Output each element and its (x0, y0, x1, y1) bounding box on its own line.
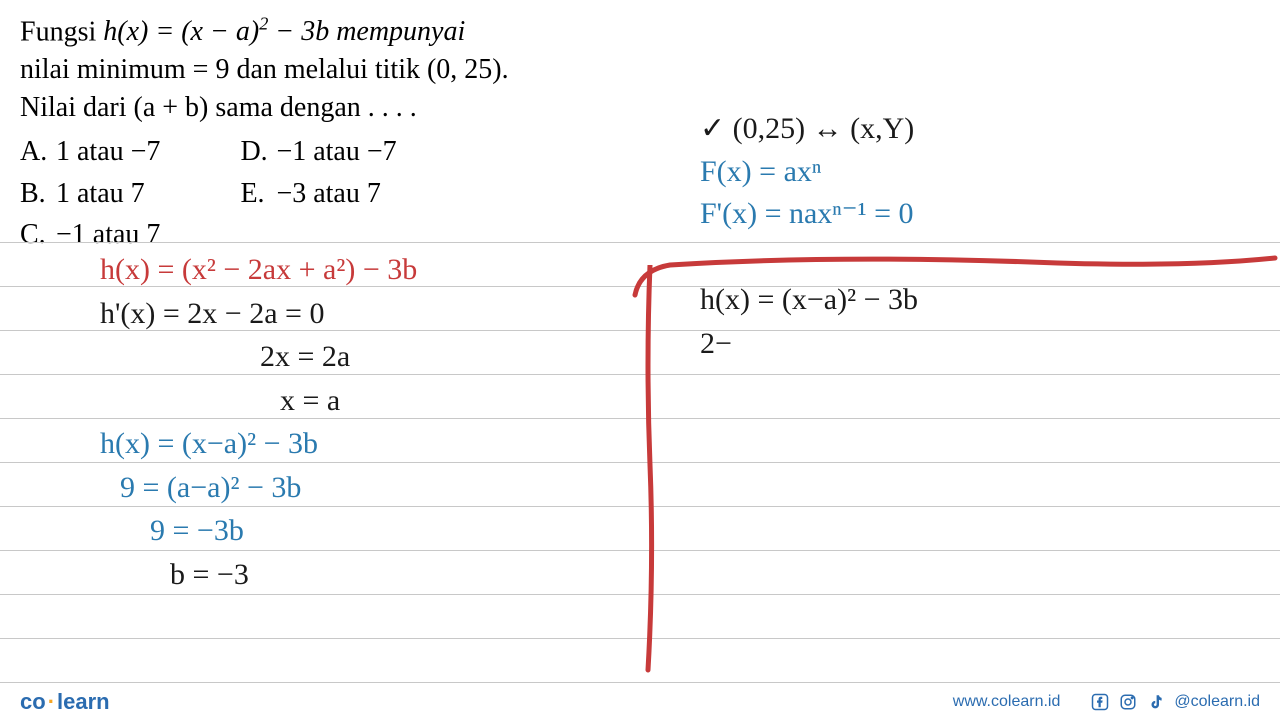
footer-handle: @colearn.id (1174, 693, 1260, 711)
handwriting-line: F(x) = axⁿ (700, 151, 914, 194)
logo: co·learn (20, 689, 110, 715)
options-col-1: A.1 atau −7 B.1 atau 7 C.−1 atau 7 (20, 133, 160, 254)
handwriting-line: h(x) = (x² − 2ax + a²) − 3b (100, 248, 417, 292)
problem-block: Fungsi h(x) = (x − a)2 − 3b mempunyai ni… (0, 0, 1280, 254)
footer-right: www.colearn.id @colearn.id (953, 692, 1260, 712)
handwriting-line: h'(x) = 2x − 2a = 0 (100, 292, 417, 336)
footer-url: www.colearn.id (953, 693, 1061, 711)
handwriting-line: 9 = (a−a)² − 3b (100, 466, 417, 510)
option-a: A.1 atau −7 (20, 133, 160, 171)
social-icons: @colearn.id (1090, 692, 1260, 712)
problem-line-3: Nilai dari (a + b) sama dengan . . . . (20, 89, 1260, 127)
handwriting-line: x = a (100, 379, 417, 423)
logo-learn: learn (57, 689, 110, 714)
options-col-2: D.−1 atau −7 E.−3 atau 7 (240, 133, 396, 254)
handwriting-line: 2x = 2a (100, 335, 417, 379)
handwriting-right-mid: h(x) = (x−a)² − 3b2− (700, 278, 918, 365)
handwriting-line: F'(x) = naxⁿ⁻¹ = 0 (700, 193, 914, 236)
sup: 2 (259, 14, 268, 34)
option-text: 1 atau −7 (56, 136, 160, 167)
handwriting-line: ✓ (0,25) ↔ (x,Y) (700, 108, 914, 151)
logo-dot: · (46, 689, 57, 714)
option-text: −1 atau −7 (276, 136, 396, 167)
problem-line-1: Fungsi h(x) = (x − a)2 − 3b mempunyai (20, 12, 1260, 51)
option-text: 1 atau 7 (56, 178, 145, 209)
option-e: E.−3 atau 7 (240, 175, 396, 213)
instagram-icon (1118, 692, 1138, 712)
handwriting-line: b = −3 (100, 553, 417, 597)
handwriting-line: 2− (700, 322, 918, 366)
handwriting-right-top: ✓ (0,25) ↔ (x,Y)F(x) = axⁿF'(x) = naxⁿ⁻¹… (700, 108, 914, 236)
handwriting-line: h(x) = (x−a)² − 3b (100, 422, 417, 466)
tiktok-icon (1146, 692, 1166, 712)
option-b: B.1 atau 7 (20, 175, 160, 213)
text: h(x) = (x − a) (103, 16, 259, 47)
handwriting-left: h(x) = (x² − 2ax + a²) − 3bh'(x) = 2x − … (100, 248, 417, 596)
handwriting-line: 9 = −3b (100, 509, 417, 553)
text: − 3b mempunyai (268, 16, 465, 47)
option-d: D.−1 atau −7 (240, 133, 396, 171)
problem-line-2: nilai minimum = 9 dan melalui titik (0, … (20, 51, 1260, 89)
handwriting-line: h(x) = (x−a)² − 3b (700, 278, 918, 322)
facebook-icon (1090, 692, 1110, 712)
text: Fungsi (20, 16, 103, 47)
option-text: −3 atau 7 (276, 178, 380, 209)
logo-co: co (20, 689, 46, 714)
footer: co·learn www.colearn.id @colearn.id (0, 684, 1280, 720)
options: A.1 atau −7 B.1 atau 7 C.−1 atau 7 D.−1 … (20, 133, 1260, 254)
